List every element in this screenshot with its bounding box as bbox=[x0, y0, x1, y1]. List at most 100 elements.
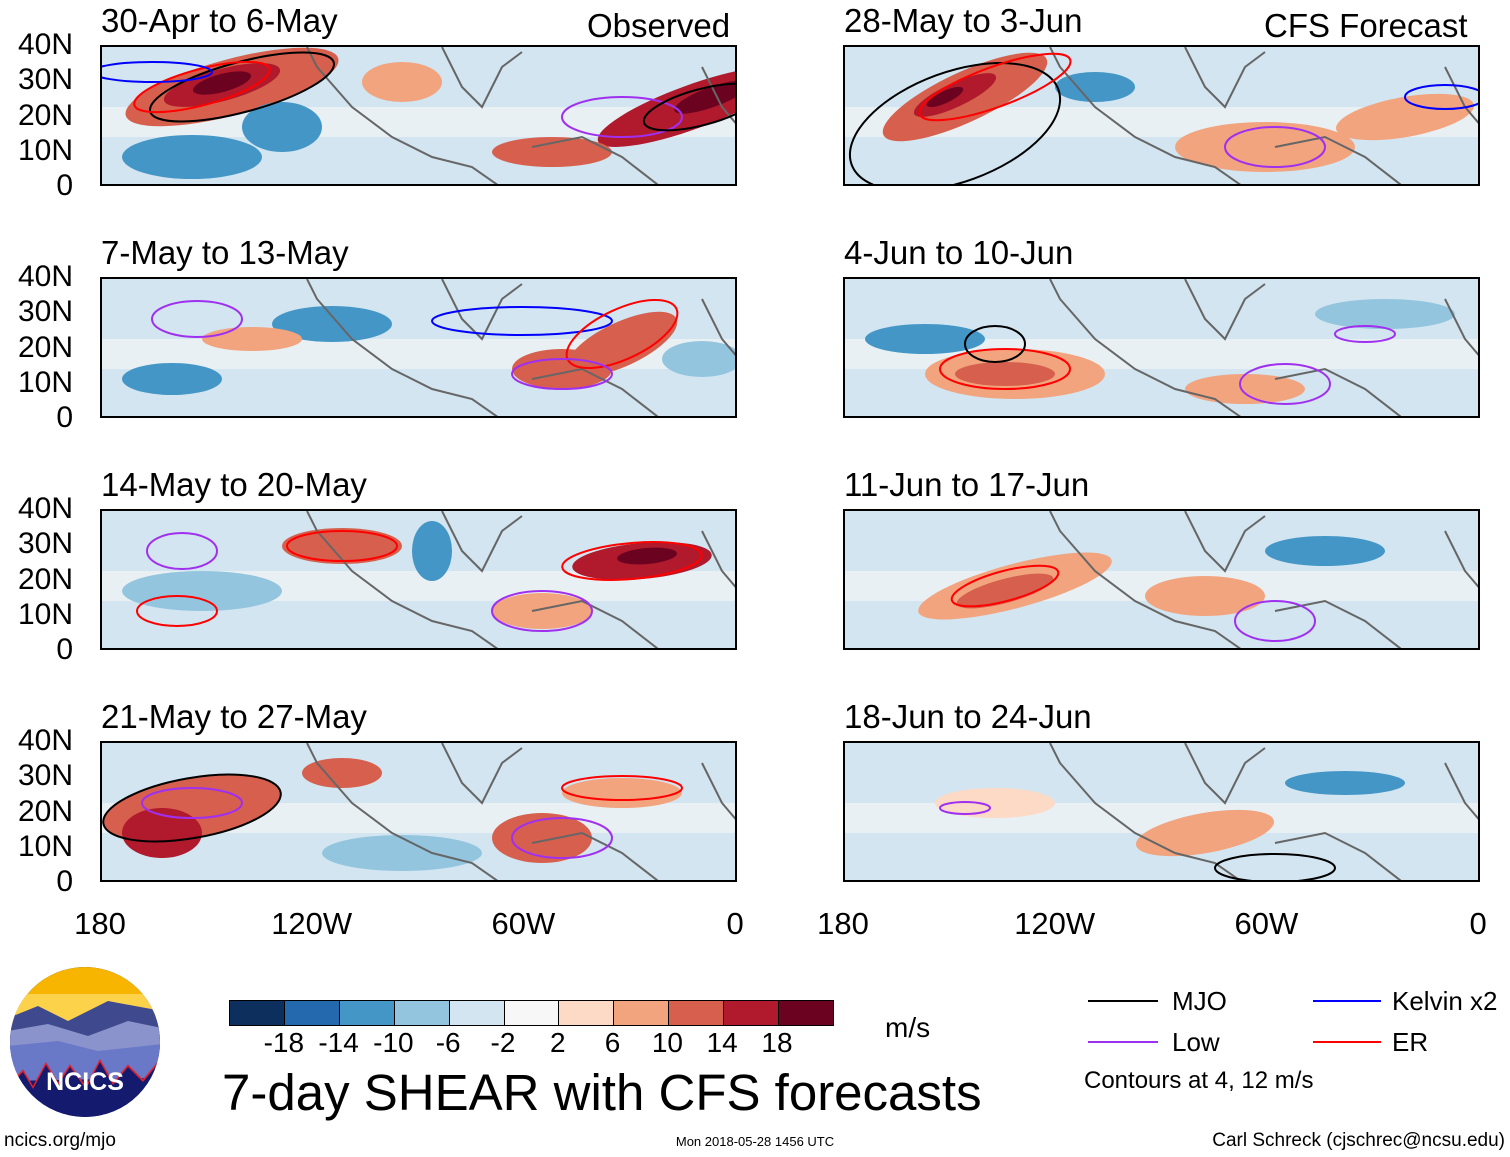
shear-anomaly-area bbox=[202, 327, 302, 351]
shear-anomaly-area bbox=[492, 813, 592, 863]
colorbar-swatch bbox=[559, 1001, 615, 1025]
shear-map-panel bbox=[843, 45, 1480, 186]
colorbar-swatch bbox=[449, 1001, 505, 1025]
x-tick-label: 0 bbox=[1469, 906, 1487, 941]
y-tick-label: 0 bbox=[56, 169, 73, 202]
shear-anomaly-area bbox=[865, 324, 985, 354]
colorbar-swatch bbox=[394, 1001, 450, 1025]
shear-map-panel bbox=[100, 741, 737, 882]
shear-anomaly-area bbox=[492, 593, 592, 629]
coastline bbox=[306, 511, 735, 648]
wave-contour bbox=[1404, 84, 1478, 110]
coastline bbox=[1049, 743, 1478, 880]
shear-anomaly-area bbox=[302, 758, 382, 788]
colorbar-swatch bbox=[339, 1001, 395, 1025]
y-tick-label: 30N bbox=[17, 63, 73, 97]
colorbar bbox=[229, 1000, 834, 1026]
y-tick-label: 20N bbox=[17, 794, 73, 828]
wave-contour bbox=[431, 306, 613, 336]
y-tick-label: 40N bbox=[17, 492, 73, 525]
wave-contour bbox=[1239, 363, 1331, 405]
y-tick-label: 10N bbox=[17, 133, 73, 167]
colorbar-label: -18 bbox=[263, 1027, 305, 1058]
legend-note: Contours at 4, 12 m/s bbox=[1084, 1067, 1314, 1094]
colorbar-swatch bbox=[614, 1001, 670, 1025]
footer-url[interactable]: ncics.org/mjo bbox=[4, 1130, 116, 1151]
y-tick-label: 0 bbox=[56, 865, 73, 898]
wave-contour bbox=[146, 532, 218, 570]
y-tick-label: 0 bbox=[56, 633, 73, 666]
x-tick-label: 120W bbox=[271, 906, 353, 941]
coastline bbox=[1049, 511, 1478, 648]
panel-title: 30-Apr to 6-May bbox=[101, 2, 338, 39]
shear-anomaly-area bbox=[1135, 809, 1275, 857]
y-tick-label: 30N bbox=[17, 527, 73, 561]
shear-anomaly-area bbox=[122, 135, 262, 179]
wave-contour bbox=[286, 530, 398, 562]
colorbar-label: -2 bbox=[490, 1027, 516, 1058]
x-tick-label: 180 bbox=[74, 906, 126, 941]
shear-anomaly-area bbox=[282, 528, 402, 564]
wave-contour bbox=[133, 60, 271, 114]
mjo-line-swatch bbox=[1088, 1000, 1158, 1002]
panel-title: 11-Jun to 17-Jun bbox=[844, 466, 1090, 503]
wave-contour bbox=[136, 595, 218, 627]
colorbar-label: -10 bbox=[373, 1027, 414, 1058]
coastline bbox=[306, 743, 735, 880]
x-tick-label: 60W bbox=[1234, 906, 1299, 941]
y-tick-label: 20N bbox=[17, 330, 73, 364]
colorbar-swatch bbox=[504, 1001, 560, 1025]
shear-anomaly-area bbox=[674, 80, 735, 114]
shear-anomaly-area bbox=[662, 341, 735, 377]
shear-anomaly-area bbox=[1175, 122, 1355, 172]
wave-contour bbox=[151, 300, 243, 338]
y-tick-label: 30N bbox=[17, 759, 73, 793]
shear-anomaly-area bbox=[562, 778, 682, 808]
logo-text: NCICS bbox=[46, 1068, 124, 1096]
figure-title: 7-day SHEAR with CFS forecasts bbox=[222, 1064, 982, 1121]
kelvin-line-swatch bbox=[1313, 1000, 1381, 1002]
wave-contour bbox=[102, 61, 213, 83]
y-tick-label: 10N bbox=[17, 829, 73, 863]
shear-anomaly-area bbox=[512, 349, 612, 389]
wave-contour bbox=[1214, 853, 1336, 880]
coastline bbox=[1049, 47, 1478, 184]
shear-anomaly-area bbox=[955, 362, 1055, 386]
observed-label: Observed bbox=[587, 7, 731, 44]
wave-contour bbox=[848, 62, 1062, 184]
wave-contour bbox=[511, 817, 613, 859]
wave-contour bbox=[918, 52, 1072, 122]
colorbar-label: 10 bbox=[651, 1027, 683, 1058]
shear-anomaly-area bbox=[362, 62, 442, 102]
shear-anomaly-area bbox=[935, 788, 1055, 818]
footer-timestamp: Mon 2018-05-28 1456 UTC bbox=[675, 1134, 835, 1149]
wave-contour bbox=[1334, 325, 1396, 343]
colorbar-swatch bbox=[669, 1001, 725, 1025]
wave-contour bbox=[1234, 600, 1316, 642]
er-line-swatch bbox=[1313, 1041, 1381, 1043]
shear-map-panel bbox=[100, 509, 737, 650]
wave-contour bbox=[939, 348, 1071, 390]
panel-title: 7-May to 13-May bbox=[101, 234, 349, 271]
shear-anomaly-area bbox=[192, 71, 252, 95]
shear-anomaly-area bbox=[122, 808, 202, 858]
y-tick-label: 40N bbox=[17, 724, 73, 757]
legend-kelvin: Kelvin x2 bbox=[1392, 986, 1498, 1016]
panel-title: 18-Jun to 24-Jun bbox=[844, 698, 1092, 735]
shear-anomaly-area bbox=[1315, 299, 1455, 329]
shear-map-panel bbox=[100, 45, 737, 186]
shear-anomaly-area bbox=[272, 306, 392, 342]
colorbar-swatch bbox=[779, 1001, 833, 1025]
y-tick-label: 40N bbox=[17, 260, 73, 293]
shear-anomaly-area bbox=[926, 86, 964, 108]
coastline bbox=[1049, 279, 1478, 416]
colorbar-label: 2 bbox=[550, 1027, 566, 1058]
y-tick-label: 40N bbox=[17, 28, 73, 61]
shear-anomaly-area bbox=[322, 835, 482, 871]
shear-map-panel bbox=[843, 741, 1480, 882]
panel-title: 14-May to 20-May bbox=[101, 466, 367, 503]
x-tick-label: 0 bbox=[726, 906, 744, 941]
y-tick-label: 20N bbox=[17, 562, 73, 596]
wave-contour bbox=[141, 787, 243, 819]
forecast-label: CFS Forecast bbox=[1264, 7, 1468, 44]
